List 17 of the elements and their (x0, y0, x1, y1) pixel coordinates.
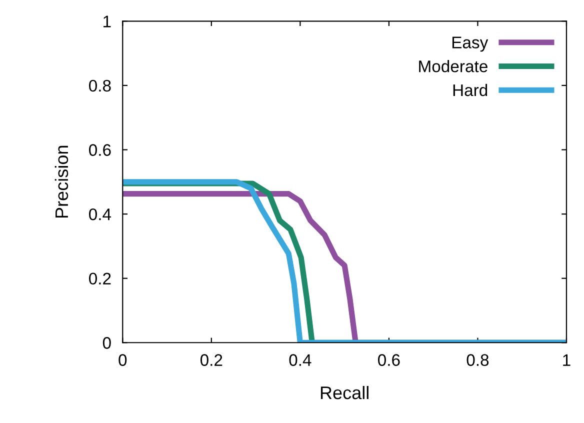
x-axis-title: Recall (320, 386, 368, 400)
x-tick-label: 0.6 (378, 354, 400, 366)
y-tick-label: 0 (102, 337, 111, 349)
x-tick-label: 0 (118, 354, 127, 366)
legend-label: Hard (453, 84, 488, 96)
y-tick-label: 0.8 (89, 80, 111, 92)
legend-label: Easy (452, 36, 488, 52)
y-tick-label: 0.4 (89, 208, 112, 220)
y-tick-label: 0.6 (89, 144, 111, 156)
x-tick-label: 0.2 (200, 354, 222, 366)
y-axis-title: Precision (54, 146, 68, 218)
x-tick-label: 1 (563, 354, 570, 366)
legend-label: Moderate (419, 60, 488, 72)
y-tick-label: 1 (104, 16, 111, 28)
x-tick-label: 0.4 (289, 354, 312, 366)
x-tick-label: 0.8 (466, 354, 489, 366)
y-tick-label: 0.2 (89, 272, 111, 285)
